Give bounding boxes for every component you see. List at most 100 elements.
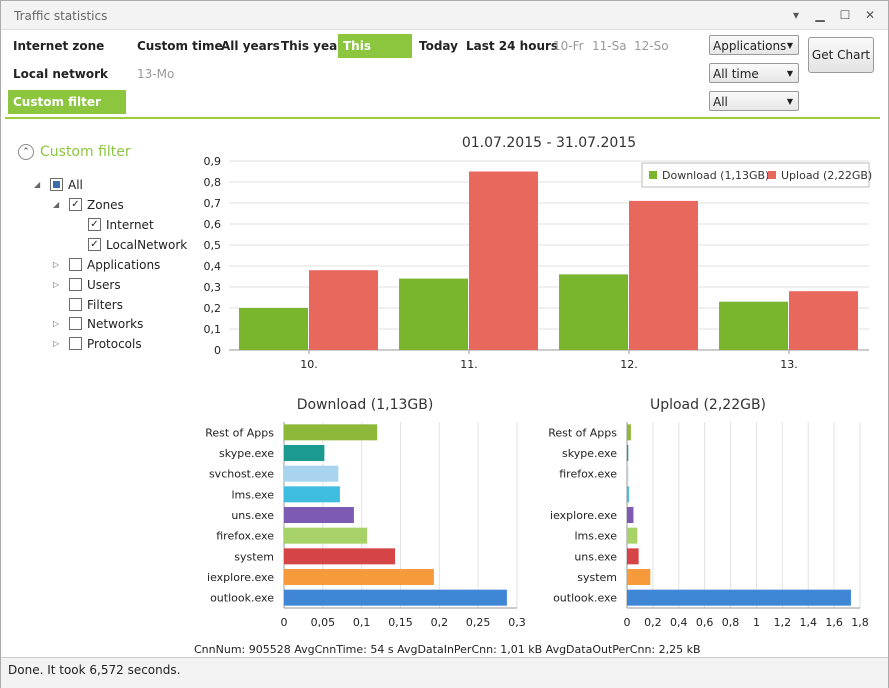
- x-tick-label: 10.: [300, 358, 318, 371]
- last-24-hours-button[interactable]: Last 24 hours: [466, 39, 559, 53]
- upload-x-tick-label: 1,6: [825, 616, 843, 629]
- custom-time-button[interactable]: Custom time: [137, 39, 223, 53]
- y-tick-label: 0,2: [204, 302, 222, 315]
- download-category-label: lms.exe: [231, 488, 274, 501]
- upload-x-tick-label: 0,6: [696, 616, 714, 629]
- collapsed-triangle-icon[interactable]: ▷: [53, 280, 60, 289]
- download-category-label: firefox.exe: [216, 530, 274, 543]
- download-bar: [559, 274, 628, 350]
- custom-filter-header[interactable]: ⌃ Custom filter: [18, 144, 131, 160]
- toolbar: Internet zone Local network zone Custom …: [1, 30, 888, 117]
- zone-custom-filter[interactable]: Custom filter: [8, 90, 126, 114]
- scope-select[interactable]: All ▼: [709, 91, 799, 111]
- x-tick-label: 12.: [620, 358, 638, 371]
- chart-title: 01.07.2015 - 31.07.2015: [462, 135, 636, 151]
- this-month-button[interactable]: This month: [338, 34, 412, 77]
- tree-label-zones: Zones: [87, 198, 124, 212]
- expanded-triangle-icon[interactable]: ◢: [34, 180, 41, 189]
- upload-chart-title: Upload (2,22GB): [650, 397, 766, 413]
- y-tick-label: 0,8: [204, 176, 222, 189]
- protocols-checkbox[interactable]: [69, 337, 82, 350]
- dropdown-icon[interactable]: ▾: [792, 8, 800, 22]
- window-title: Traffic statistics: [14, 9, 108, 23]
- tree-label-users: Users: [87, 278, 121, 292]
- download-bar: [284, 527, 368, 544]
- upload-category-label: iexplore.exe: [550, 509, 617, 522]
- day-button-11[interactable]: 11-Sa: [592, 39, 627, 53]
- minimize-icon[interactable]: ▁: [815, 8, 825, 22]
- download-bar: [719, 301, 788, 350]
- time-range-select[interactable]: All time ▼: [709, 63, 799, 83]
- download-x-tick-label: 0,2: [431, 616, 449, 629]
- all-checkbox[interactable]: [50, 178, 63, 191]
- download-bar: [284, 548, 396, 565]
- upload-category-label: uns.exe: [574, 550, 617, 563]
- networks-checkbox[interactable]: [69, 317, 82, 330]
- y-tick-label: 0,5: [204, 239, 222, 252]
- download-x-tick-label: 0,3: [508, 616, 526, 629]
- get-chart-button[interactable]: Get Chart: [808, 37, 874, 73]
- upload-x-tick-label: 1,8: [851, 616, 869, 629]
- collapsed-triangle-icon[interactable]: ▷: [53, 339, 60, 348]
- upload-category-label: lms.exe: [574, 530, 617, 543]
- tree-label-applications: Applications: [87, 258, 161, 272]
- download-bar: [284, 424, 378, 441]
- download-bar: [284, 589, 507, 606]
- download-bar: [284, 507, 354, 523]
- download-x-tick-label: 0,25: [466, 616, 491, 629]
- filters-checkbox[interactable]: [69, 298, 82, 311]
- upload-bar: [629, 200, 698, 350]
- upload-x-tick-label: 0,8: [722, 616, 740, 629]
- users-checkbox[interactable]: [69, 278, 82, 291]
- tree-label-internet: Internet: [106, 218, 154, 232]
- download-x-tick-label: 0,15: [388, 616, 413, 629]
- y-tick-label: 0,4: [204, 260, 222, 273]
- internet-checkbox[interactable]: ✓: [88, 218, 101, 231]
- legend-label-download: Download (1,13GB): [662, 169, 769, 182]
- day-button-13[interactable]: 13-Mo: [137, 67, 175, 81]
- upload-bar: [627, 445, 629, 461]
- this-year-button[interactable]: This year: [281, 39, 344, 53]
- localnetwork-checkbox[interactable]: ✓: [88, 238, 101, 251]
- y-tick-label: 0: [214, 344, 221, 357]
- download-category-label: iexplore.exe: [207, 571, 274, 584]
- zones-checkbox[interactable]: ✓: [69, 198, 82, 211]
- download-category-label: Rest of Apps: [205, 426, 274, 439]
- legend-swatch-upload: [768, 171, 776, 179]
- x-tick-label: 11.: [460, 358, 478, 371]
- day-button-10[interactable]: 10-Fr: [553, 39, 584, 53]
- upload-bar: [627, 465, 629, 482]
- upload-bar: [627, 486, 629, 503]
- collapse-icon[interactable]: ⌃: [18, 144, 34, 160]
- zone-internet[interactable]: Internet zone: [13, 39, 105, 53]
- upload-bar: [627, 548, 639, 565]
- all-years-button[interactable]: All years: [221, 39, 280, 53]
- upload-x-tick-label: 0: [624, 616, 631, 629]
- download-bar: [399, 278, 468, 350]
- upload-x-tick-label: 0,2: [644, 616, 662, 629]
- chevron-down-icon: ▼: [786, 97, 793, 106]
- upload-category-label: firefox.exe: [559, 468, 617, 481]
- chart-legend: [641, 162, 870, 188]
- applications-select[interactable]: Applications ▼: [709, 35, 799, 55]
- collapsed-triangle-icon[interactable]: ▷: [53, 260, 60, 269]
- download-bar: [284, 486, 340, 503]
- charts-area: 01.07.2015 - 31.07.2015 0 0,1 0,2 0,3 0,4 0,5 0…: [204, 135, 873, 629]
- applications-select-value: Applications: [713, 39, 787, 53]
- close-icon[interactable]: ✕: [864, 8, 876, 22]
- day-button-12[interactable]: 12-So: [634, 39, 669, 53]
- maximize-icon[interactable]: ☐: [839, 8, 851, 22]
- download-category-label: skype.exe: [219, 447, 274, 460]
- upload-bar: [627, 569, 651, 585]
- today-button[interactable]: Today: [419, 39, 458, 53]
- connection-stats: CnnNum: 905528 AvgCnnTime: 54 s AvgDataI…: [194, 643, 701, 656]
- applications-checkbox[interactable]: [69, 258, 82, 271]
- expanded-triangle-icon[interactable]: ◢: [53, 200, 60, 209]
- tree-label-filters: Filters: [87, 298, 123, 312]
- legend-label-upload: Upload (2,22GB): [781, 169, 872, 182]
- status-bar: Done. It took 6,572 seconds.: [1, 657, 888, 688]
- collapsed-triangle-icon[interactable]: ▷: [53, 319, 60, 328]
- upload-x-tick-label: 1,2: [774, 616, 792, 629]
- tree-label-all: All: [68, 178, 83, 192]
